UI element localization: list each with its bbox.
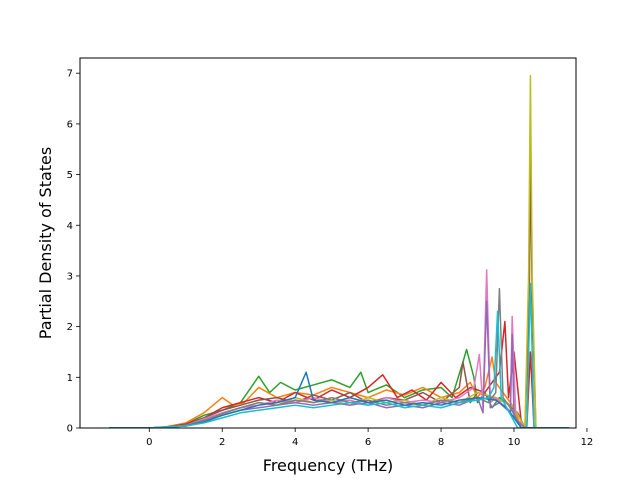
y-tick-label: 3 [67, 271, 73, 282]
y-tick-label: 7 [67, 69, 73, 80]
y-tick-label: 6 [67, 119, 73, 130]
x-axis: 0 2 4 6 8 10 12 [146, 428, 593, 448]
plot-frame [79, 57, 577, 429]
series-line-2 [109, 356, 569, 428]
series-layer [109, 74, 569, 428]
series-line-6 [109, 269, 569, 428]
series-line-10 [109, 282, 569, 428]
x-tick-label: 12 [581, 437, 594, 448]
y-tick-label: 1 [67, 373, 73, 384]
x-tick-label: 8 [438, 437, 444, 448]
x-tick-label: 4 [292, 437, 298, 448]
x-axis-label: Frequency (THz) [263, 456, 393, 475]
y-axis: 0 1 2 3 4 5 6 7 [67, 69, 80, 435]
series-line-9 [109, 371, 569, 428]
y-tick-label: 5 [67, 170, 73, 181]
x-tick-label: 6 [365, 437, 371, 448]
y-tick-label: 0 [67, 424, 73, 435]
x-tick-label: 2 [219, 437, 225, 448]
x-tick-label: 0 [146, 437, 152, 448]
y-axis-label: Partial Density of States [36, 147, 55, 339]
x-tick-label: 10 [508, 437, 521, 448]
y-tick-label: 2 [67, 322, 73, 333]
series-line-8 [109, 287, 569, 428]
y-tick-label: 4 [67, 221, 73, 232]
